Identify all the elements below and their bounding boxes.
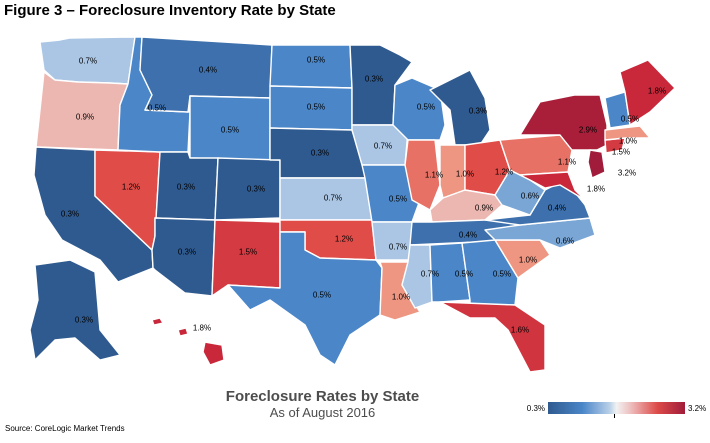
state-label-il: 1.1%	[425, 171, 443, 180]
map-subtitle: As of August 2016	[269, 405, 376, 420]
state-label-mn: 0.3%	[365, 75, 383, 84]
state-label-az: 0.3%	[178, 248, 196, 257]
state-label-ks: 0.7%	[324, 194, 342, 203]
state-label-tx: 0.5%	[313, 291, 331, 300]
state-label-hi: 1.8%	[193, 324, 211, 333]
state-wi	[392, 77, 446, 141]
state-ar	[371, 221, 413, 261]
legend-min-label: 0.3%	[526, 404, 545, 413]
state-md	[519, 171, 586, 201]
state-label-nj: 3.2%	[618, 169, 636, 178]
state-label-wv: 0.6%	[521, 192, 539, 201]
state-mi	[429, 69, 491, 146]
state-label-id: 0.5%	[148, 104, 166, 113]
state-me	[619, 59, 676, 126]
state-tx	[227, 231, 383, 366]
state-label-in: 1.0%	[456, 170, 474, 179]
state-label-nh: 0.5%	[621, 115, 639, 124]
state-nd	[269, 44, 353, 89]
legend-midpoint-tick	[614, 414, 615, 418]
state-label-ma: 1.0%	[619, 137, 637, 146]
state-label-md: 1.8%	[587, 185, 605, 194]
state-fl	[439, 301, 546, 373]
state-label-sd: 0.5%	[307, 103, 325, 112]
state-label-ms: 0.7%	[421, 270, 439, 279]
state-nj	[587, 149, 606, 179]
state-label-nc: 0.6%	[556, 237, 574, 246]
state-label-ct: 1.5%	[612, 148, 630, 157]
state-az	[151, 217, 216, 297]
state-label-mt: 0.4%	[199, 66, 217, 75]
state-label-ut: 0.3%	[177, 183, 195, 192]
state-label-or: 0.9%	[76, 113, 94, 122]
state-label-nv: 1.2%	[122, 183, 140, 192]
state-hi	[151, 317, 225, 366]
legend-max-label: 3.2%	[688, 404, 707, 413]
state-label-mo: 0.5%	[389, 195, 407, 204]
state-label-ar: 0.7%	[389, 243, 407, 252]
state-label-va: 0.4%	[548, 204, 566, 213]
state-nm	[211, 219, 281, 297]
state-label-nm: 1.5%	[239, 248, 257, 257]
state-label-oh: 1.2%	[495, 168, 513, 177]
state-label-fl: 1.6%	[511, 326, 529, 335]
map-title: Foreclosure Rates by State	[225, 388, 420, 405]
source-note: Source: CoreLogic Market Trends	[5, 424, 125, 433]
state-label-ky: 0.9%	[475, 204, 493, 213]
state-al	[429, 242, 471, 303]
state-label-co: 0.3%	[247, 185, 265, 194]
state-label-ok: 1.2%	[335, 235, 353, 244]
state-label-wa: 0.7%	[79, 57, 97, 66]
state-label-me: 1.8%	[648, 87, 666, 96]
state-label-la: 1.0%	[392, 293, 410, 302]
state-label-al: 0.5%	[455, 270, 473, 279]
state-label-ny: 2.9%	[579, 126, 597, 135]
figure-title: Figure 3 – Foreclosure Inventory Rate by…	[4, 2, 336, 19]
state-label-wi: 0.5%	[417, 103, 435, 112]
state-label-ga: 0.5%	[493, 270, 511, 279]
state-ak	[29, 259, 121, 361]
state-label-sc: 1.0%	[519, 256, 537, 265]
state-label-wy: 0.5%	[221, 126, 239, 135]
state-label-pa: 1.1%	[558, 158, 576, 167]
state-label-tn: 0.4%	[459, 231, 477, 240]
state-label-nd: 0.5%	[307, 56, 325, 65]
state-label-ne: 0.3%	[311, 149, 329, 158]
state-label-ia: 0.7%	[374, 142, 392, 151]
state-label-mi: 0.3%	[469, 107, 487, 116]
state-ma	[604, 125, 651, 141]
state-label-ca: 0.3%	[61, 210, 79, 219]
state-label-ak: 0.3%	[75, 316, 93, 325]
state-or	[35, 71, 129, 151]
legend-color-bar	[548, 402, 685, 414]
